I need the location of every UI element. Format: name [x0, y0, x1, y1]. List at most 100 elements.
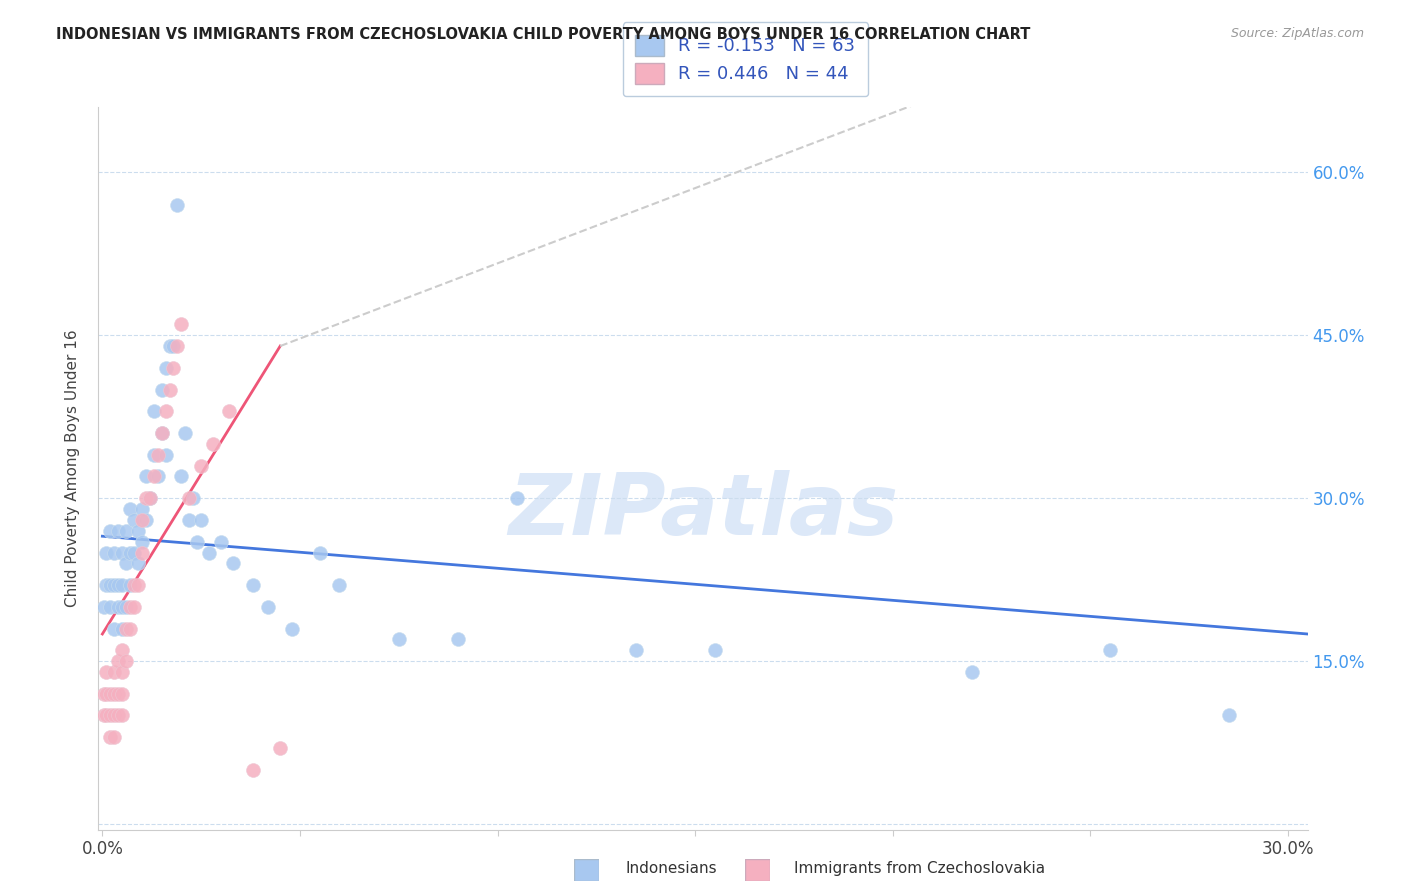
Text: Source: ZipAtlas.com: Source: ZipAtlas.com [1230, 27, 1364, 40]
Point [96, 687, 118, 701]
Point [179, 513, 201, 527]
Point [103, 708, 125, 723]
Point [960, 665, 983, 679]
Point [159, 383, 181, 397]
Point [135, 491, 157, 505]
Point [166, 198, 188, 212]
Point [218, 404, 240, 418]
Point [115, 557, 138, 571]
Point [162, 339, 184, 353]
Point [131, 545, 153, 559]
Point [170, 469, 193, 483]
Point [93, 687, 115, 701]
Point [624, 643, 647, 657]
Point [118, 502, 141, 516]
Point [122, 578, 145, 592]
Point [118, 545, 141, 559]
Point [166, 339, 188, 353]
Text: INDONESIAN VS IMMIGRANTS FROM CZECHOSLOVAKIA CHILD POVERTY AMONG BOYS UNDER 16 C: INDONESIAN VS IMMIGRANTS FROM CZECHOSLOV… [56, 27, 1031, 42]
Point [142, 404, 165, 418]
Point [142, 448, 165, 462]
Point [115, 524, 138, 538]
Point [242, 763, 264, 777]
Point [155, 360, 177, 375]
Point [308, 545, 330, 559]
Point [155, 404, 177, 418]
Point [135, 469, 157, 483]
Point [111, 599, 134, 614]
Point [111, 643, 134, 657]
Point [135, 513, 157, 527]
Point [142, 469, 165, 483]
Point [103, 578, 125, 592]
Point [506, 491, 529, 505]
Text: Indonesians: Indonesians [626, 861, 717, 876]
Point [98, 524, 121, 538]
Point [170, 318, 193, 332]
Point [115, 599, 138, 614]
Point [111, 708, 134, 723]
Point [93, 708, 115, 723]
Point [103, 545, 125, 559]
Point [96, 545, 118, 559]
Point [159, 339, 181, 353]
Point [122, 545, 145, 559]
Point [107, 524, 129, 538]
Point [131, 502, 153, 516]
Point [131, 513, 153, 527]
Point [98, 599, 121, 614]
Point [103, 665, 125, 679]
Point [181, 491, 204, 505]
Point [96, 665, 118, 679]
Point [115, 654, 138, 668]
Legend: R = -0.153   N = 63, R = 0.446   N = 44: R = -0.153 N = 63, R = 0.446 N = 44 [623, 22, 868, 96]
Point [118, 578, 141, 592]
Point [111, 687, 134, 701]
Point [107, 654, 129, 668]
Point [186, 534, 208, 549]
Point [150, 383, 173, 397]
Point [388, 632, 411, 647]
Point [118, 599, 141, 614]
Point [98, 687, 121, 701]
Point [96, 708, 118, 723]
Point [111, 622, 134, 636]
Point [107, 708, 129, 723]
Point [281, 622, 304, 636]
Point [328, 578, 350, 592]
Point [107, 599, 129, 614]
Point [190, 513, 212, 527]
Point [269, 741, 291, 756]
Point [162, 360, 184, 375]
Point [122, 513, 145, 527]
Text: Immigrants from Czechoslovakia: Immigrants from Czechoslovakia [794, 861, 1046, 876]
Point [1218, 708, 1240, 723]
Y-axis label: Child Poverty Among Boys Under 16: Child Poverty Among Boys Under 16 [65, 329, 80, 607]
Point [115, 622, 138, 636]
Point [131, 534, 153, 549]
Point [107, 687, 129, 701]
Point [447, 632, 470, 647]
Point [111, 545, 134, 559]
Point [139, 491, 162, 505]
Point [202, 437, 225, 451]
Point [257, 599, 280, 614]
Point [98, 578, 121, 592]
Point [98, 708, 121, 723]
Point [179, 491, 201, 505]
Point [107, 578, 129, 592]
Point [127, 557, 149, 571]
Point [190, 458, 212, 473]
Point [96, 578, 118, 592]
Point [118, 622, 141, 636]
Point [103, 730, 125, 744]
Point [146, 469, 169, 483]
Point [209, 534, 232, 549]
Point [98, 730, 121, 744]
Point [103, 687, 125, 701]
Point [150, 425, 173, 440]
Point [111, 578, 134, 592]
Point [127, 578, 149, 592]
Point [1098, 643, 1121, 657]
Text: ZIPatlas: ZIPatlas [508, 470, 898, 553]
